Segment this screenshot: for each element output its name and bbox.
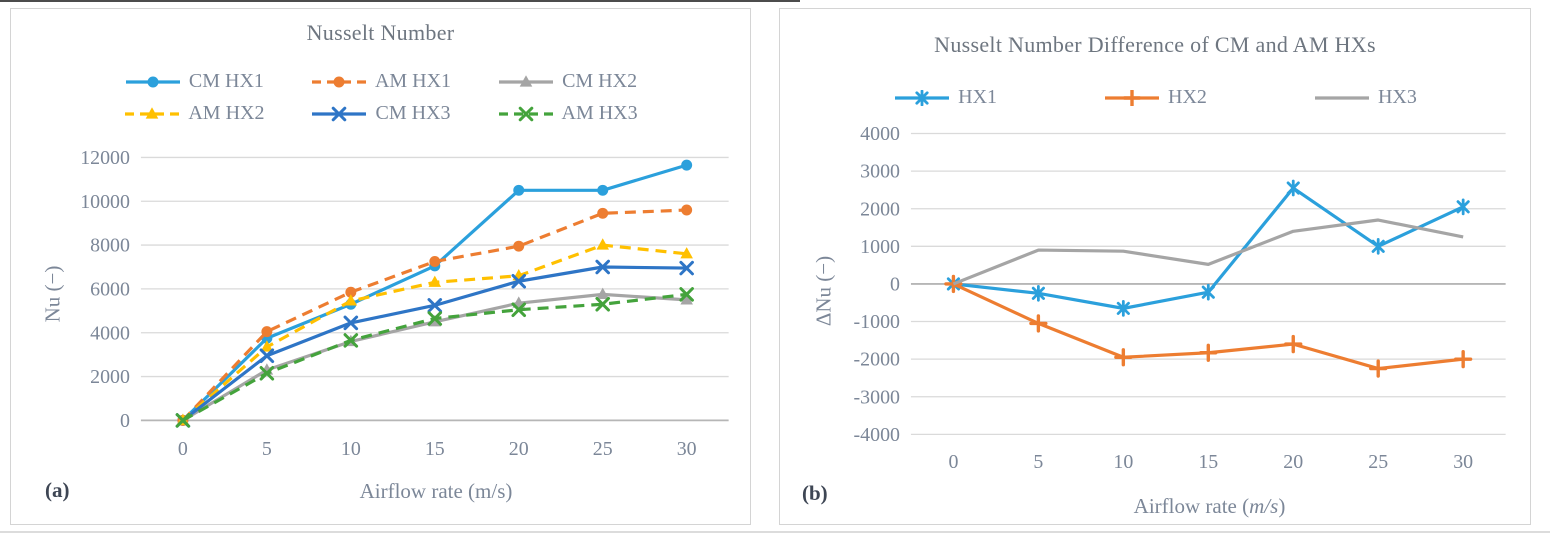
x-tick-label: 15: [425, 438, 445, 460]
y-tick-label: 0: [120, 410, 130, 432]
x-tick-label: 10: [1113, 451, 1133, 473]
chart-title-a: Nusselt Number: [306, 20, 455, 45]
x-axis-title-text: Airflow rate (m/s): [359, 479, 513, 503]
y-tick-label: -4000: [854, 424, 900, 446]
x-tick-label: 30: [1453, 451, 1473, 473]
x-tick-label: 0: [948, 451, 958, 473]
chart-plot-b: -4000 -3000 -2000 -1000 0 1000 2000 3000 4000 0 5 1…: [854, 123, 1506, 473]
legend-row: HX1 HX2 HX3: [893, 86, 1417, 109]
chart-panel-b: Nusselt Number Difference of CM and AM H…: [779, 8, 1531, 525]
chart-legend-a: CM HX1 AM HX1 CM HX2 AM HX2 CM HX3 AM HX3: [11, 70, 750, 125]
legend-row: AM HX2 CM HX3 AM HX3: [123, 102, 638, 125]
legend-sample-am-hx1: [311, 76, 366, 87]
series-cm-hx1: [177, 159, 693, 426]
y-tick-label: 4000: [860, 123, 900, 145]
y-tick-label: -3000: [854, 386, 900, 408]
x-axis-title-b: Airflow rate (m/s): [911, 494, 1508, 519]
x-tick-label: 0: [178, 438, 188, 460]
x-tick-label: 20: [1283, 451, 1303, 473]
legend-sample-cm-hx1: [125, 76, 180, 87]
y-tick-label: 10000: [80, 191, 130, 213]
legend-label: HX3: [1377, 86, 1417, 108]
legend-item-am-hx3: AM HX3: [497, 102, 638, 125]
legend-sample-cm-hx3: [312, 106, 367, 121]
y-tick-label: 6000: [90, 278, 130, 300]
legend-label: CM HX2: [562, 70, 638, 92]
legend-sample-am-hx2: [125, 106, 180, 119]
x-tick-label: 30: [677, 438, 697, 460]
y-tick-label: -1000: [854, 311, 900, 333]
x-axis-title-italic: m/s: [1249, 494, 1279, 518]
series-line: [182, 292, 687, 422]
series-line: [182, 292, 687, 422]
y-tick-label: 2000: [860, 198, 900, 220]
x-axis-title-a: Airflow rate (m/s): [141, 479, 731, 504]
page-artifact-line: [0, 0, 800, 2]
legend-label: AM HX2: [188, 102, 265, 124]
x-tick-label: 5: [262, 438, 272, 460]
x-tick-label: 25: [593, 438, 613, 460]
y-tick-label: 0: [890, 274, 900, 296]
y-tick-label: 8000: [90, 235, 130, 257]
series-hx3: [952, 218, 1464, 286]
legend-item-hx3: HX3: [1313, 86, 1417, 109]
legend-label: AM HX3: [561, 102, 638, 124]
legend-sample-hx1: [895, 89, 950, 106]
x-tick-label: 15: [1198, 451, 1218, 473]
legend-item-hx2: HX2: [1103, 86, 1207, 109]
chart-panel-a: Nusselt Number CM HX1 AM HX1 CM HX2 AM HX2 C…: [10, 8, 751, 525]
legend-row: CM HX1 AM HX1 CM HX2: [124, 70, 637, 93]
legend-sample-cm-hx2: [499, 74, 554, 87]
legend-item-am-hx2: AM HX2: [123, 102, 264, 125]
series-hx1: [946, 179, 1470, 317]
y-tick-label: 4000: [90, 322, 130, 344]
legend-sample-hx2: [1105, 89, 1160, 106]
legend-item-cm-hx1: CM HX1: [124, 70, 264, 93]
y-tick-label: 1000: [860, 236, 900, 258]
series-line: [952, 218, 1464, 286]
series-line: [181, 163, 688, 422]
y-axis-title-b: ΔNu (−): [811, 255, 836, 327]
y-tick-label: 2000: [90, 366, 130, 388]
series-line: [181, 265, 687, 422]
y-axis-title-a: Nu (−): [40, 265, 65, 323]
gridlines: [910, 132, 1506, 435]
legend-sample-am-hx3: [498, 106, 553, 121]
legend-item-cm-hx2: CM HX2: [497, 70, 637, 93]
y-tick-label: 12000: [80, 147, 130, 169]
chart-plot-a: 0 2000 4000 6000 8000 10000 12000 0 5 10 15 20 25 30: [80, 147, 729, 460]
series-hx2: [944, 274, 1473, 378]
panel-label-b: (b): [802, 481, 828, 505]
chart-legend-b: HX1 HX2 HX3: [780, 86, 1530, 109]
panel-label-a: (a): [45, 478, 70, 502]
x-tick-label: 20: [509, 438, 529, 460]
x-axis-title-text: Airflow rate (: [1133, 494, 1250, 518]
legend-label: HX1: [958, 86, 998, 108]
chart-title-b: Nusselt Number Difference of CM and AM H…: [934, 32, 1376, 57]
figure-bottom-rule: [0, 531, 1550, 533]
legend-item-cm-hx3: CM HX3: [310, 102, 451, 125]
x-tick-label: 5: [1033, 451, 1043, 473]
x-axis-title-text: ): [1278, 494, 1286, 518]
legend-label: CM HX3: [375, 102, 451, 124]
legend-sample-hx3: [1314, 95, 1369, 100]
legend-label: HX2: [1168, 86, 1207, 108]
legend-label: AM HX1: [374, 70, 452, 92]
x-tick-label: 25: [1368, 451, 1388, 473]
x-tick-label: 10: [341, 438, 361, 460]
y-tick-label: 3000: [860, 161, 900, 183]
legend-label: CM HX1: [188, 70, 264, 92]
y-tick-label: -2000: [854, 349, 900, 371]
legend-item-am-hx1: AM HX1: [310, 70, 451, 93]
legend-item-hx1: HX1: [893, 86, 997, 109]
series-am-hx3: [175, 287, 694, 428]
